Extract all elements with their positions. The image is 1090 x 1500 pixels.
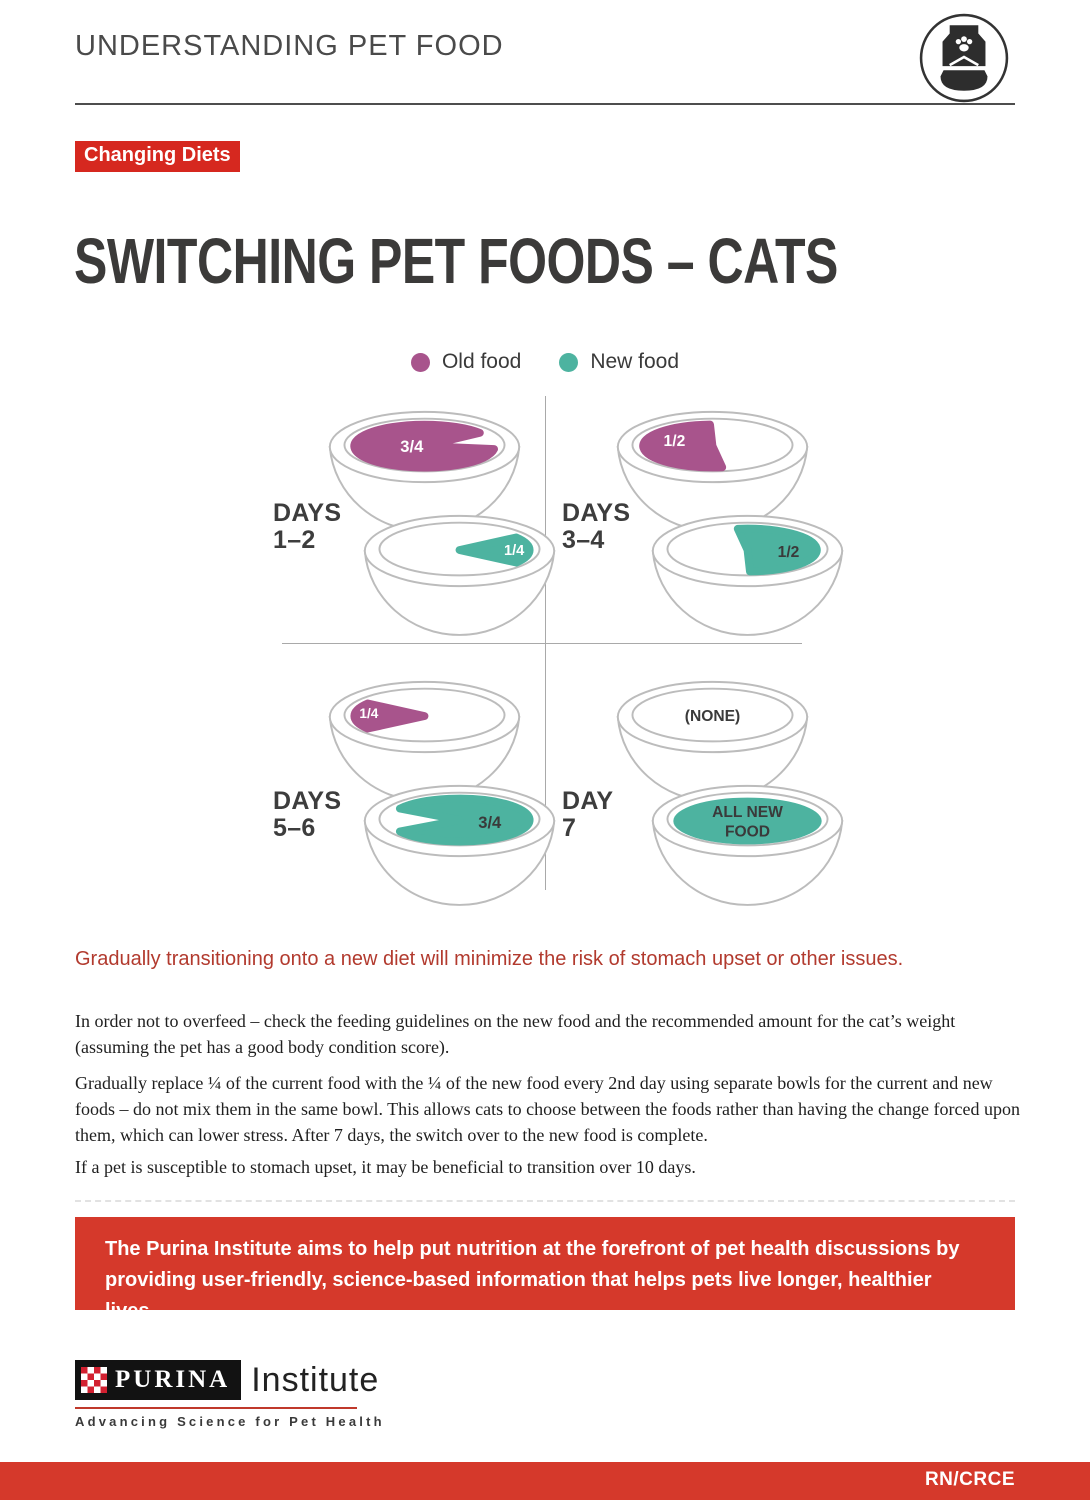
bowl-illustration: (NONE)	[616, 680, 809, 802]
bottom-bowl: 1/4	[357, 500, 562, 648]
old-food-dot-icon	[410, 352, 430, 372]
checkerboard-icon	[81, 1367, 107, 1393]
bowl-portion-label: 1/2	[778, 544, 800, 561]
legend-old-food-label: Old food	[441, 350, 522, 373]
bowl-portion-label: 1/2	[664, 433, 686, 450]
bowl-portion-label: 1/4	[504, 543, 525, 559]
top-bowl: (NONE)	[610, 666, 815, 814]
logo-tagline: Advancing Science for Pet Health	[75, 1414, 385, 1429]
food-legend: Old food New food	[0, 350, 1090, 374]
highlight-text: Gradually transitioning onto a new diet …	[75, 948, 904, 970]
body-paragraph: In order not to overfeed – check the fee…	[75, 1011, 956, 1057]
days-label: DAYS 1–2	[273, 499, 342, 554]
days-label: DAYS 3–4	[562, 499, 631, 554]
bowl-illustration: 1/2	[651, 514, 844, 636]
bowl-illustration: 1/2	[616, 410, 809, 532]
brand-purina: PURINA	[115, 1366, 231, 1393]
new-food-dot-icon	[559, 352, 579, 372]
food-transition-diagram: DAYS 1–2 3/4 1/4 DAYS 3–4 1/2 1/2 DAYS 5–6 1/4 3/4 D…	[75, 390, 1015, 920]
page-title: SWITCHING PET FOODS – CATS	[74, 225, 838, 297]
bottom-bowl: ALL NEW FOOD	[645, 770, 850, 918]
legend-old-food: Old food	[410, 350, 522, 374]
dashed-divider	[75, 1200, 1015, 1202]
brand-institute: Institute	[251, 1360, 380, 1399]
diagram-horizontal-divider	[282, 643, 802, 644]
bowl-portion-label: 1/4	[359, 706, 378, 721]
bowl-portion-label: 3/4	[400, 437, 424, 456]
bowl-illustration: 3/4	[328, 410, 521, 532]
days-label: DAYS 5–6	[273, 787, 342, 842]
changing-diets-badge: Changing Diets	[75, 141, 240, 172]
bowl-illustration: 3/4	[363, 784, 556, 906]
bowl-illustration: 1/4	[363, 514, 556, 636]
top-bowl: 1/2	[610, 396, 815, 544]
logo-underline	[75, 1407, 357, 1409]
footer-bar: RN/CRCE	[0, 1462, 1090, 1500]
pet-food-bag-and-bowl-icon	[918, 12, 1010, 109]
bowl-illustration: ALL NEW FOOD	[651, 784, 844, 906]
bowl-portion-label: FOOD	[725, 824, 770, 841]
body-paragraph: If a pet is susceptible to stomach upset…	[75, 1157, 696, 1177]
purina-institute-banner: The Purina Institute aims to help put nu…	[75, 1217, 1015, 1322]
document-header-title: UNDERSTANDING PET FOOD	[75, 30, 504, 62]
bowl-portion-label: (NONE)	[685, 708, 741, 725]
legend-new-food-label: New food	[590, 350, 680, 373]
bottom-bowl: 3/4	[357, 770, 562, 918]
body-paragraph: Gradually replace ¼ of the current food …	[75, 1073, 1020, 1145]
top-bowl: 3/4	[322, 396, 527, 544]
days-label: DAY 7	[562, 787, 614, 842]
bowl-portion-label: 3/4	[478, 813, 502, 832]
purina-logo-box: PURINA	[75, 1360, 242, 1400]
bottom-bowl: 1/2	[645, 500, 850, 648]
bowl-portion-label: ALL NEW	[712, 804, 783, 821]
purina-institute-logo: PURINA Institute Advancing Science for P…	[75, 1360, 385, 1429]
footer-code: RN/CRCE	[924, 1469, 1015, 1490]
header-divider	[75, 103, 1015, 105]
legend-new-food: New food	[559, 350, 679, 374]
